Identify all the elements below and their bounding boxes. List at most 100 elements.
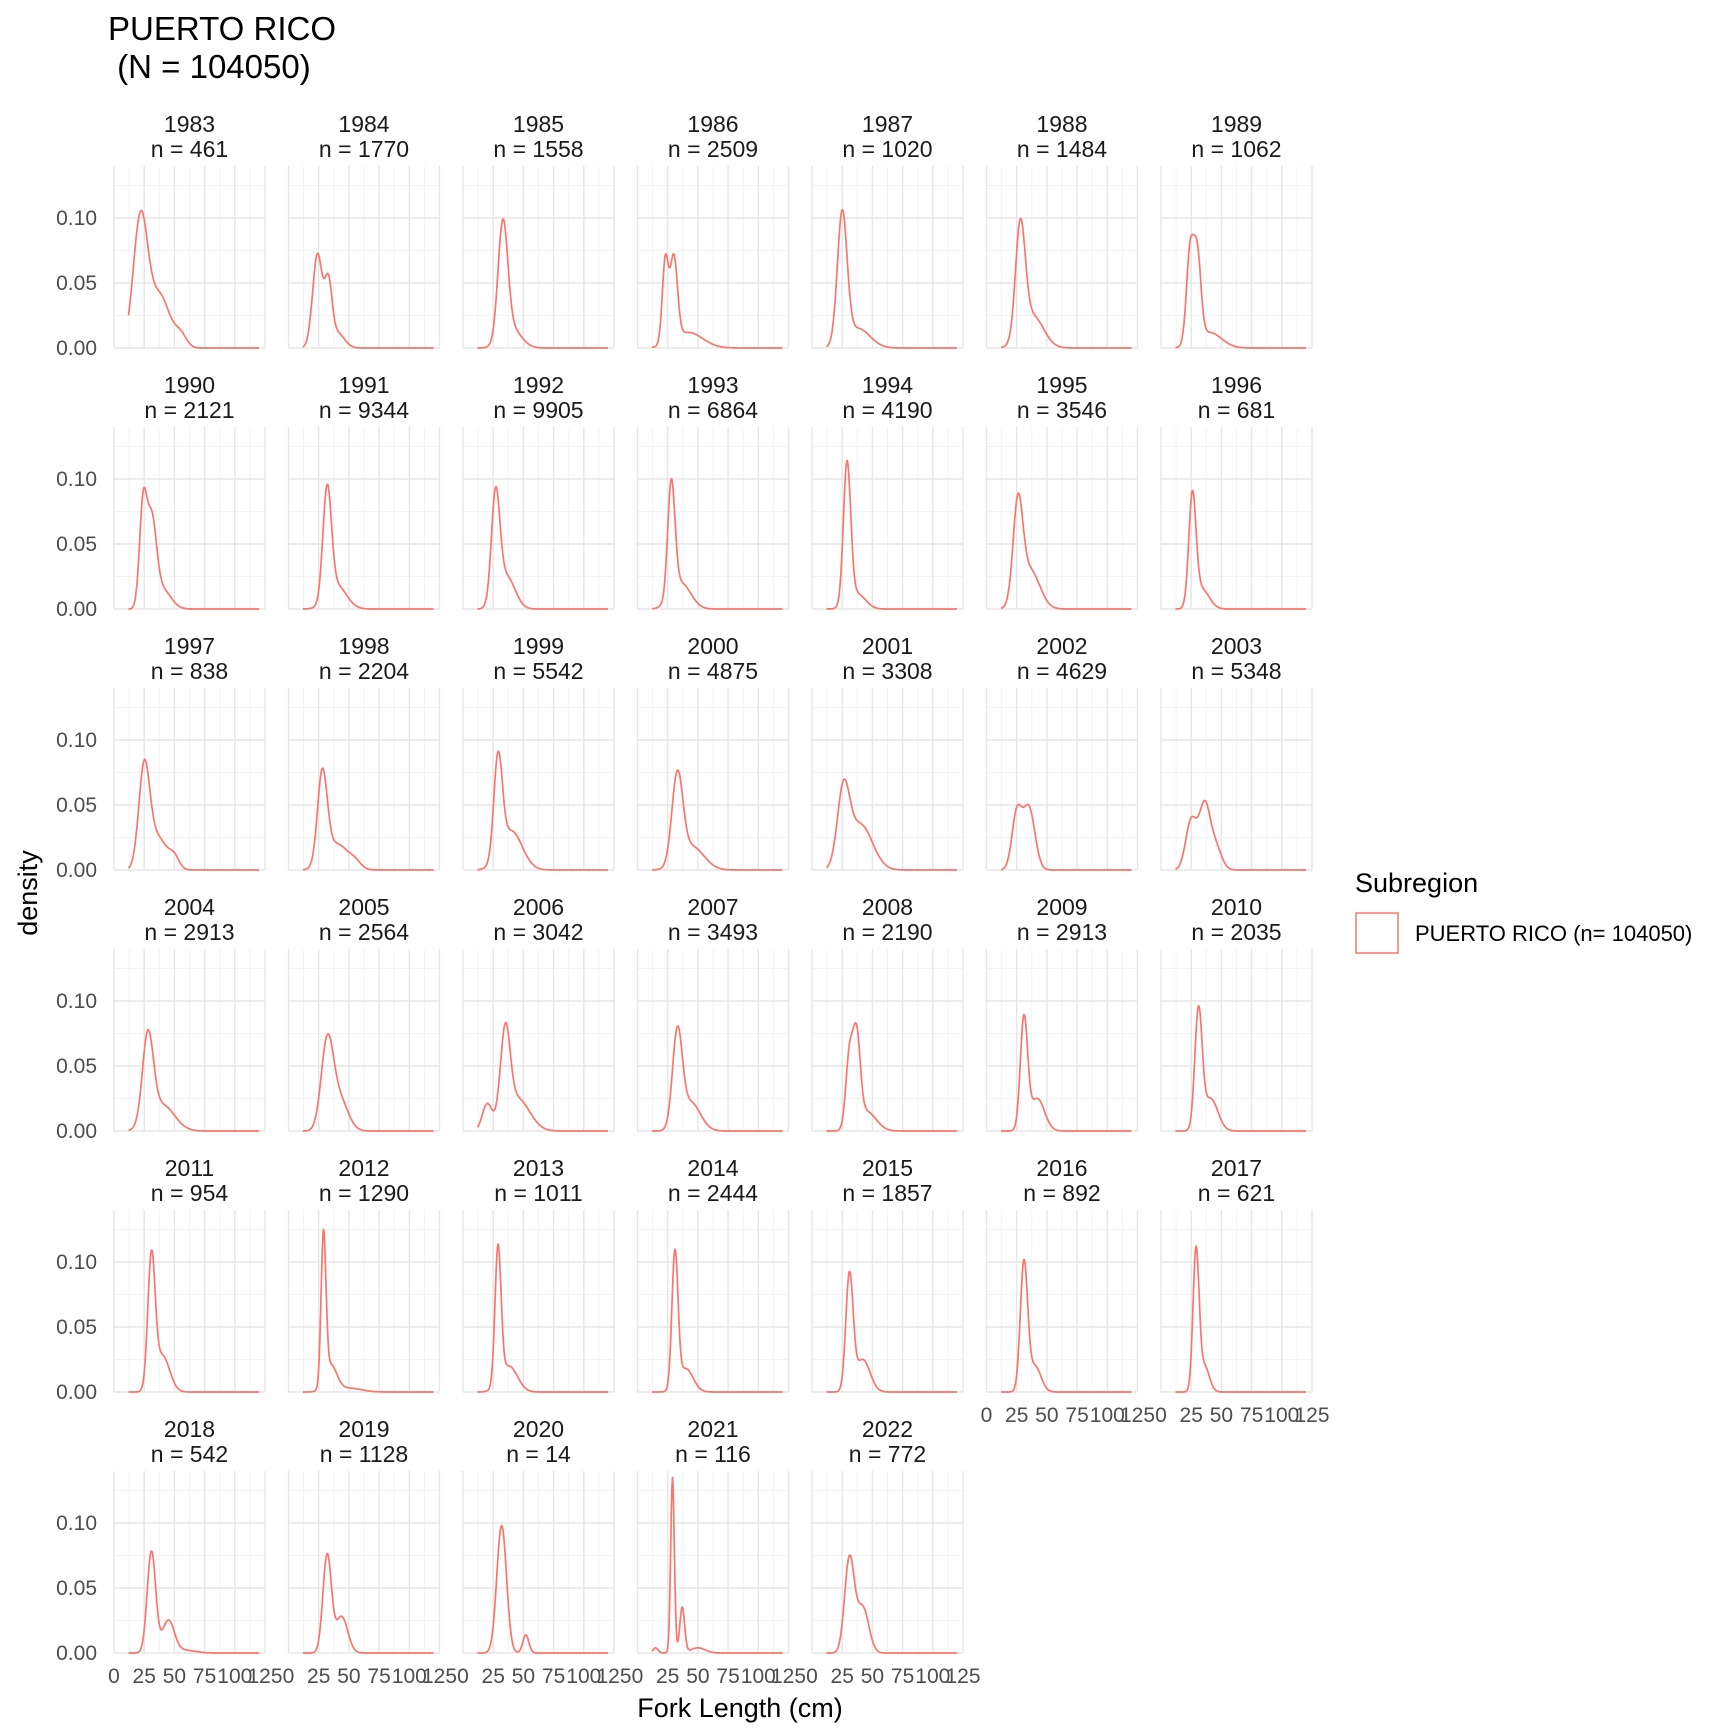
x-tick-label: 100: [217, 1665, 252, 1688]
x-tick-label: 100: [1264, 1404, 1299, 1427]
x-tick-label: 75: [542, 1665, 565, 1688]
panel-n-label: n = 2913: [144, 919, 234, 945]
panel-year-label: 2022: [862, 1416, 913, 1442]
x-tick-label: 125: [422, 1665, 457, 1688]
panel-n-label: n = 1770: [319, 136, 409, 162]
y-tick-label: 0.05: [56, 794, 97, 817]
x-tick-label: 50: [1210, 1404, 1233, 1427]
y-tick-label: 0.05: [56, 272, 97, 295]
panel-n-label: n = 2509: [668, 136, 758, 162]
x-tick-label: 50: [337, 1665, 360, 1688]
y-tick-label: 0.05: [56, 1316, 97, 1339]
x-tick-label: 0: [981, 1404, 993, 1427]
legend: Subregion PUERTO RICO (n= 104050): [1355, 868, 1692, 954]
x-tick-label: 125: [596, 1665, 631, 1688]
panel-n-label: n = 4875: [668, 658, 758, 684]
density-line-1986: [651, 252, 783, 349]
x-tick-label: 100: [915, 1665, 950, 1688]
panel-n-label: n = 3308: [842, 658, 932, 684]
x-tick-label: 50: [163, 1665, 186, 1688]
density-line-1992: [477, 485, 609, 610]
panel-year-label: 2016: [1036, 1155, 1087, 1181]
density-line-2010: [1175, 1005, 1307, 1132]
panel-n-label: n = 1857: [842, 1180, 932, 1206]
y-tick-label: 0.10: [56, 990, 97, 1013]
y-tick-label: 0.00: [56, 598, 97, 621]
panel-year-label: 2005: [338, 894, 389, 920]
chart-title: PUERTO RICO (N = 104050): [108, 10, 336, 85]
x-tick-label: 75: [1240, 1404, 1263, 1427]
panel-n-label: n = 4629: [1017, 658, 1107, 684]
panel-year-label: 2019: [338, 1416, 389, 1442]
panel-n-label: n = 2913: [1017, 919, 1107, 945]
y-tick-label: 0.05: [56, 1577, 97, 1600]
x-tick-label: 125: [945, 1665, 980, 1688]
panel-year-label: 2003: [1211, 633, 1262, 659]
density-line-1996: [1175, 489, 1307, 610]
panel-year-label: 1997: [164, 633, 215, 659]
density-line-1995: [1000, 492, 1132, 610]
x-tick-label: 75: [891, 1665, 914, 1688]
panel-year-label: 1999: [513, 633, 564, 659]
x-tick-label: 50: [1035, 1404, 1058, 1427]
panel-year-label: 1996: [1211, 372, 1262, 398]
panel-year-label: 2011: [165, 1155, 214, 1181]
y-tick-label: 0.00: [56, 1381, 97, 1404]
panel-n-label: n = 2190: [842, 919, 932, 945]
panel-n-label: n = 2564: [319, 919, 409, 945]
panel-n-label: n = 4190: [842, 397, 932, 423]
panel-year-label: 2020: [513, 1416, 564, 1442]
y-tick-label: 0.10: [56, 468, 97, 491]
density-line-1985: [477, 218, 609, 349]
panel-n-label: n = 2035: [1191, 919, 1281, 945]
x-tick-label: 75: [716, 1665, 739, 1688]
panel-n-label: n = 1290: [319, 1180, 409, 1206]
x-tick-label: 125: [1120, 1404, 1155, 1427]
x-tick-label: 0: [108, 1665, 120, 1688]
x-tick-label: 100: [392, 1665, 427, 1688]
density-line-2001: [825, 778, 958, 871]
density-line-2000: [651, 769, 783, 871]
panel-year-label: 2014: [687, 1155, 738, 1181]
x-tick-label: 100: [566, 1665, 601, 1688]
density-line-2019: [302, 1552, 434, 1654]
legend-label-puerto-rico: PUERTO RICO (n= 104050): [1415, 921, 1692, 946]
panel-n-label: n = 772: [849, 1441, 926, 1467]
panel-n-label: n = 3042: [493, 919, 583, 945]
panel-year-label: 1995: [1036, 372, 1087, 398]
panel-n-label: n = 3546: [1017, 397, 1107, 423]
x-tick-label: 50: [512, 1665, 535, 1688]
density-line-2008: [826, 1022, 958, 1132]
panel-n-label: n = 954: [151, 1180, 229, 1206]
density-line-2005: [302, 1033, 434, 1132]
legend-key-puerto-rico: [1355, 912, 1399, 954]
density-line-2012: [302, 1228, 434, 1393]
panel-n-label: n = 6864: [668, 397, 758, 423]
panel-n-label: n = 2444: [668, 1180, 758, 1206]
panel-year-label: 1991: [338, 372, 389, 398]
density-line-1999: [477, 750, 609, 871]
x-tick-label: 25: [307, 1665, 330, 1688]
y-tick-label: 0.00: [56, 337, 97, 360]
density-line-1998: [302, 767, 434, 871]
y-tick-label: 0.05: [56, 1055, 97, 1078]
y-tick-label: 0.00: [56, 859, 97, 882]
x-tick-label: 50: [861, 1665, 884, 1688]
panel-n-label: n = 5542: [493, 658, 583, 684]
